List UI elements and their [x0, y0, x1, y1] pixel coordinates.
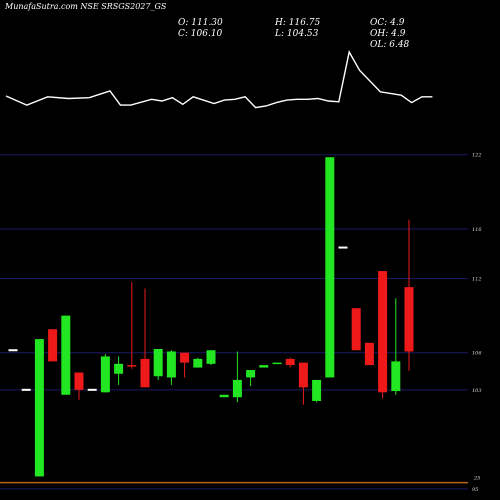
candle-body — [259, 365, 269, 368]
y-tick-label: 112 — [472, 276, 482, 282]
candle-body — [48, 329, 58, 362]
candle-body — [8, 349, 18, 352]
candle-body — [193, 358, 203, 368]
candle-body — [312, 379, 322, 401]
candle-body — [153, 349, 163, 377]
candle-body — [404, 287, 414, 352]
candle-body — [272, 362, 282, 365]
oh-value: OH: 4.9 — [370, 29, 406, 39]
open-value: O: 111.30 — [178, 18, 223, 28]
candle-body — [219, 394, 229, 398]
candle-body — [21, 388, 31, 391]
candle-body — [87, 388, 97, 391]
candle-body — [100, 356, 110, 393]
y-tick-label: 122 — [472, 153, 482, 159]
chart-title: MunafaSutra.com NSE SRSGS2027_GS — [5, 2, 167, 11]
ol-value: OL: 6.48 — [370, 40, 410, 50]
candle-body — [391, 361, 401, 392]
candle-body — [378, 271, 388, 393]
candle-body — [74, 372, 84, 390]
candles — [8, 157, 414, 477]
candle-body — [206, 350, 216, 364]
candle-body — [285, 358, 295, 366]
y-tick-label: 116 — [472, 227, 482, 233]
candle-body — [338, 246, 348, 249]
y-tick-label: 106 — [472, 351, 482, 357]
candle-body — [180, 352, 190, 363]
y-tick-label: 95 — [472, 487, 478, 493]
candle-body — [114, 363, 124, 374]
candle-body — [127, 365, 137, 367]
high-value: H: 116.75 — [275, 18, 321, 28]
candle-body — [298, 362, 308, 388]
reference-line-label: 25 — [473, 476, 480, 482]
low-value: L: 104.53 — [275, 29, 319, 39]
candle-body — [232, 379, 242, 398]
volume-line — [5, 50, 433, 109]
candle-body — [140, 358, 150, 388]
volume-series-line — [5, 50, 433, 109]
close-value: C: 106.10 — [178, 29, 223, 39]
candle-body — [364, 342, 374, 366]
candle-body — [351, 308, 361, 351]
y-tick-label: 103 — [472, 388, 482, 394]
y-axis-ticks: 122 116 112 106 103 95 25 — [472, 153, 482, 493]
candle-body — [246, 370, 256, 378]
oc-value: OC: 4.9 — [370, 18, 405, 28]
candle-body — [166, 351, 176, 378]
candle-body — [34, 339, 44, 477]
candle-body — [61, 315, 71, 395]
candle-body — [325, 157, 335, 378]
